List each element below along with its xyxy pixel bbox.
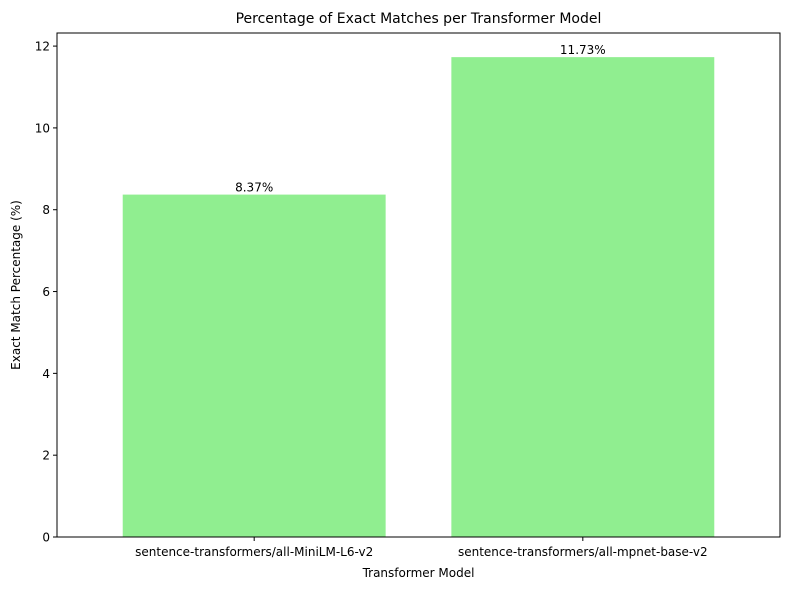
x-axis-label: Transformer Model [362,566,475,580]
x-axis: sentence-transformers/all-MiniLM-L6-v2 se… [135,537,708,559]
value-labels-layer: 8.37% 11.73% [235,43,606,194]
y-tick-label: 6 [42,285,50,299]
bar-2 [451,57,715,538]
y-tick-label: 4 [42,367,50,381]
y-axis: 0 2 4 6 8 10 12 [35,40,57,545]
x-tick-label: sentence-transformers/all-mpnet-base-v2 [458,545,708,559]
y-tick-label: 10 [35,121,50,135]
y-axis-label: Exact Match Percentage (%) [9,200,23,370]
y-tick-label: 0 [42,531,50,545]
y-tick-label: 12 [35,40,50,54]
bars-layer [122,57,715,538]
y-tick-label: 8 [42,203,50,217]
x-tick-label: sentence-transformers/all-MiniLM-L6-v2 [135,545,373,559]
plot-frame [56,32,781,538]
y-tick-label: 2 [42,449,50,463]
bar-value-label-1: 8.37% [235,181,273,195]
bar-1 [122,194,386,537]
bar-value-label-2: 11.73% [560,43,606,57]
chart-title: Percentage of Exact Matches per Transfor… [236,11,602,27]
